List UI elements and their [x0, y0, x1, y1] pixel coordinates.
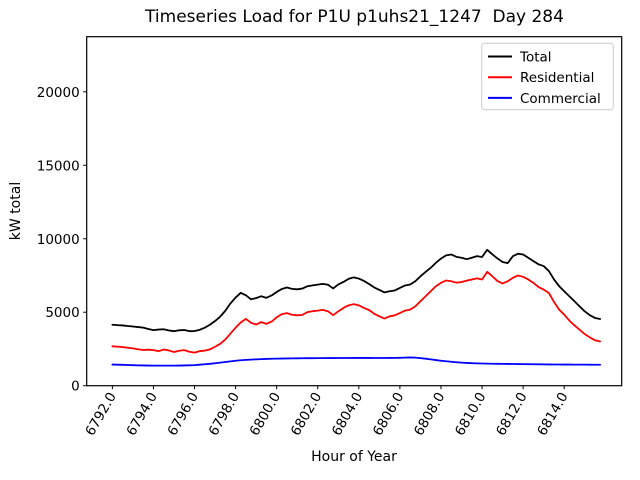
series-line-residential: [111, 270, 602, 354]
x-tick-label: 6798.0: [206, 390, 243, 439]
x-tick-label: 6802.0: [288, 390, 325, 439]
x-tick-label: 6808.0: [411, 390, 448, 439]
legend: Total Residential Commercial: [481, 42, 614, 111]
y-tick-label: 20000: [37, 85, 80, 101]
x-tick-label: 6814.0: [534, 390, 571, 439]
x-axis-label: Hour of Year: [311, 449, 397, 465]
x-tick-label: 6796.0: [165, 390, 202, 439]
x-tick-label: 6812.0: [493, 390, 530, 439]
x-tick-label: 6810.0: [452, 390, 489, 439]
legend-box: [481, 42, 614, 111]
plot-frame: [86, 36, 623, 387]
x-tick-label: 6804.0: [329, 390, 366, 439]
x-tick-label: 6792.0: [82, 390, 119, 439]
chart-title: Timeseries Load for P1U p1uhs21_1247 Day…: [145, 7, 564, 27]
y-tick-label: 5000: [45, 305, 79, 321]
x-tick-label: 6794.0: [123, 390, 160, 439]
series-line-commercial: [111, 356, 602, 367]
y-tick-label: 0: [71, 379, 80, 395]
y-tick-label: 15000: [37, 158, 80, 174]
legend-label-total: Total: [519, 50, 552, 66]
legend-label-commercial: Commercial: [520, 91, 601, 107]
x-tick-label: 6800.0: [247, 390, 284, 439]
y-axis-label: kW total: [8, 182, 24, 240]
x-tick-label: 6806.0: [370, 390, 407, 439]
series-line-total: [111, 248, 602, 333]
y-tick-label: 10000: [37, 232, 80, 248]
legend-label-residential: Residential: [520, 70, 594, 86]
